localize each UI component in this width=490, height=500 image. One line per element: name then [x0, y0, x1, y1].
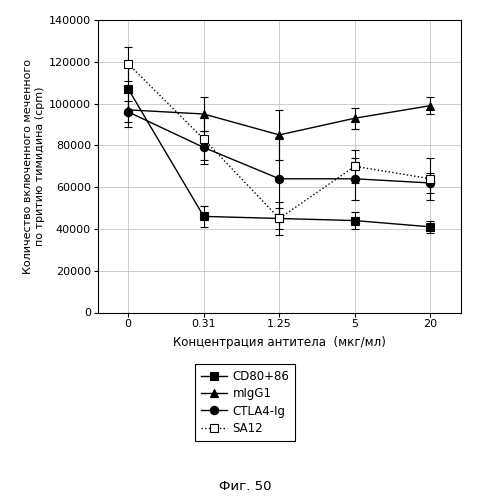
Legend: CD80+86, mIgG1, CTLA4-Ig, SA12: CD80+86, mIgG1, CTLA4-Ig, SA12 [195, 364, 295, 440]
Text: Фиг. 50: Фиг. 50 [219, 480, 271, 492]
X-axis label: Концентрация антитела  (мкг/мл): Концентрация антитела (мкг/мл) [173, 336, 386, 349]
Y-axis label: Количество включенного меченного
по тритию тимидина (cpm): Количество включенного меченного по трит… [23, 58, 45, 274]
